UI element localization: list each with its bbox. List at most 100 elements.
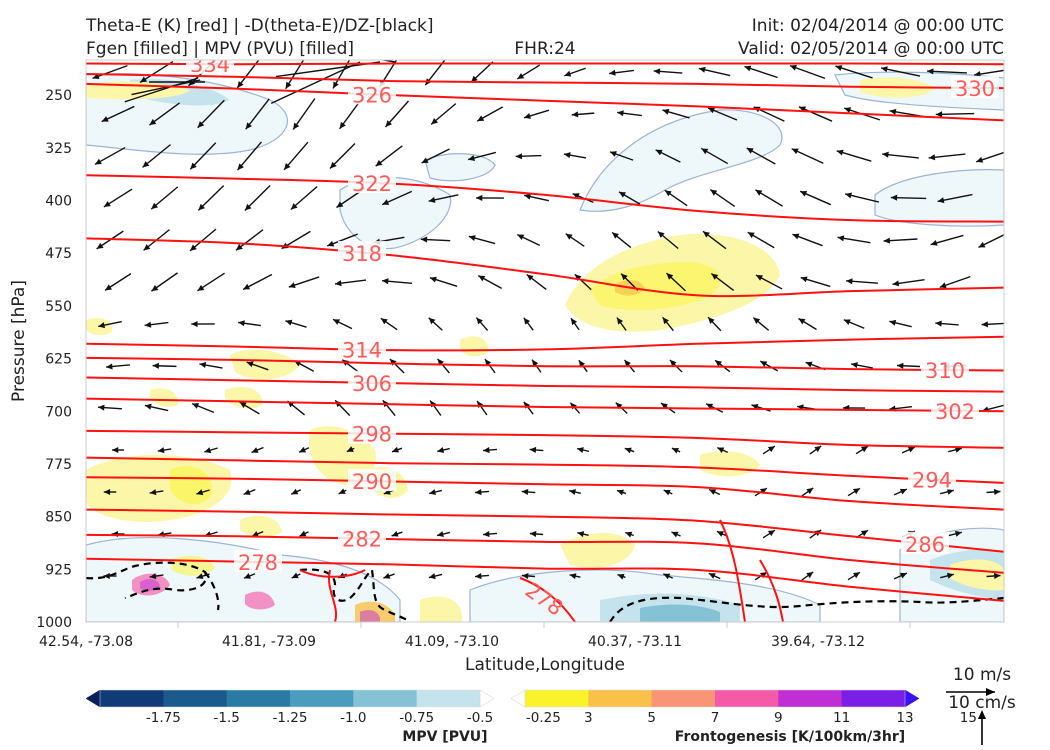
wind-arrowhead (993, 488, 1001, 495)
wind-arrowhead (144, 321, 152, 328)
wind-arrowhead (338, 488, 346, 494)
colorbar-segment (525, 690, 589, 707)
theta-e-contour (86, 508, 1004, 553)
frontogenesis-shading (245, 591, 275, 610)
colorbar-frame (99, 689, 481, 708)
y-tick-label: 250 (45, 88, 72, 104)
theta-e-contour-label: 286 (905, 533, 945, 557)
theta-e-contour (86, 429, 1004, 449)
wind-arrowhead (569, 573, 577, 580)
wind-arrowhead (475, 573, 482, 580)
wind-arrowhead (529, 530, 537, 538)
frontogenesis-colorbar: 3 5 7 9 11 13 15 (510, 689, 977, 726)
wind-arrowhead (767, 530, 775, 537)
theta-e-contour-label: 314 (342, 338, 382, 362)
y-tick-label: 325 (45, 141, 72, 157)
x-axis: 42.54, -73.08 41.81, -73.09 41.09, -73.10 4… (39, 622, 911, 650)
wind-arrowhead (657, 231, 665, 238)
colorbar-segment (651, 690, 716, 707)
frontogenesis-colorbar-label: Frontogenesis [K/100km/3hr] (675, 729, 905, 745)
theta-e-contour-label: 322 (352, 172, 392, 196)
wind-arrowhead (946, 572, 954, 579)
wind-arrowhead (835, 65, 843, 71)
x-tick-label: 40.37, -73.11 (588, 634, 682, 650)
wind-arrow (973, 69, 1004, 76)
wind-arrowhead (299, 530, 307, 537)
wind-arrowhead (759, 488, 767, 495)
theta-e-label-bg (901, 531, 949, 554)
y-tick-label: 775 (45, 457, 72, 473)
wind-arrowhead (981, 321, 989, 328)
wind-arrowhead (993, 572, 1001, 579)
wind-arrowhead (428, 196, 436, 203)
wind-arrowhead (664, 190, 672, 197)
colorbar-frame (524, 689, 906, 708)
wind-arrowhead (928, 154, 936, 161)
wind-arrowhead (789, 64, 797, 71)
wind-arrowhead (103, 488, 111, 496)
frontogenesis-shading (950, 559, 1004, 591)
wind-arrowhead (565, 233, 573, 240)
wind-arrowhead (653, 68, 661, 75)
wind-arrowhead (192, 403, 200, 409)
wind-arrowhead (806, 487, 814, 495)
theta-e-label-bg (931, 398, 979, 421)
theta-e-contour (327, 569, 338, 622)
wind-arrowhead (800, 276, 808, 283)
wind-arrowhead (299, 446, 307, 453)
theta-e-contour (86, 397, 1004, 413)
wind-arrowhead (577, 447, 584, 454)
wind-arrowhead (290, 203, 298, 210)
wind-arrowhead (151, 285, 159, 292)
wind-arrowhead (293, 122, 300, 130)
wind-arrow (245, 98, 270, 130)
wind-arrowhead (609, 151, 617, 157)
colorbar-segment (778, 690, 843, 707)
theta-e-label-bg (348, 469, 396, 492)
colorbar-tick-label: 13 (896, 710, 913, 726)
wind-arrowhead (837, 235, 845, 242)
wind-arrowhead (251, 447, 259, 453)
wind-arrowhead (385, 120, 392, 128)
wind-arrowhead (524, 193, 531, 200)
wind-arrowhead (478, 275, 486, 282)
wind-arrowhead (935, 111, 943, 118)
colorbar-segment (416, 690, 481, 707)
wind-arrowhead (711, 273, 719, 280)
wind-arrowhead (106, 363, 113, 370)
colorbar-extend-right (904, 689, 920, 708)
wind-arrow (927, 70, 967, 74)
wind-arrowhead (334, 280, 342, 287)
wind-arrowhead (190, 244, 197, 251)
wind-arrowhead (939, 282, 947, 289)
dtheta-dz-contour (299, 568, 411, 622)
wind-arrowhead (245, 122, 252, 130)
theta-e-contour (86, 73, 1004, 90)
wind-arrowhead (897, 362, 904, 369)
wind-arrowhead (760, 361, 768, 367)
wind-arrowhead (946, 488, 954, 495)
theta-e-label-bg (348, 170, 396, 193)
wind-arrowhead (710, 189, 718, 196)
wind-arrowhead (475, 489, 482, 496)
title-left-2: Fgen [filled] | MPV (PVU) [filled] (86, 39, 354, 59)
wind-arrowhead (860, 530, 868, 537)
wind-arrowhead (96, 242, 104, 249)
wind-arrowhead (524, 113, 531, 119)
wind-arrowhead (617, 110, 624, 117)
colorbar-segment (290, 690, 354, 707)
wind-arrowhead (663, 489, 671, 496)
wind-arrowhead (105, 284, 113, 291)
wind-arrowhead (382, 278, 389, 285)
wind-arrowhead (420, 236, 428, 243)
wind-arrow (124, 77, 199, 103)
wind-arrowhead (954, 530, 962, 537)
wind-arrow (139, 60, 174, 84)
plot-area: 278 334 330 326 322 318 314 310 306 302 298 294 290… (85, 59, 1005, 623)
wind-arrowhead (157, 447, 165, 454)
wind-arrowhead (243, 573, 251, 579)
wind-arrowhead (860, 446, 868, 453)
theta-e-label-bg (186, 60, 234, 75)
y-tick-label: 700 (45, 404, 72, 420)
wind-arrowhead (98, 404, 105, 411)
